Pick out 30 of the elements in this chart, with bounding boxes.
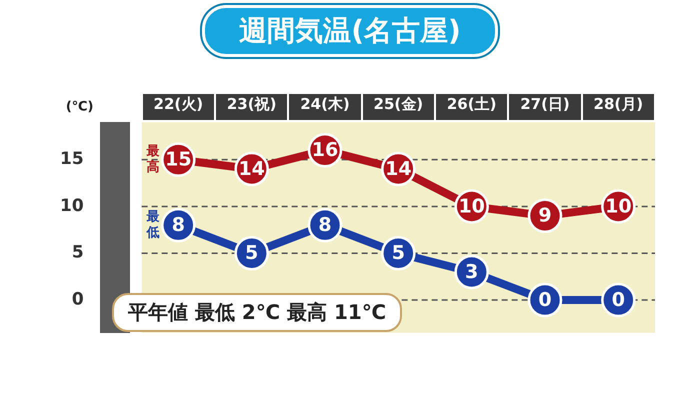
data-label: 5 [245, 242, 258, 264]
y-tick-label: 0 [72, 289, 84, 310]
data-label: 8 [172, 214, 185, 236]
data-label: 14 [238, 158, 265, 180]
y-axis-title: (℃) [66, 100, 94, 115]
data-label: 10 [458, 195, 485, 218]
y-tick-label: 5 [72, 242, 84, 263]
series-label: 最低 [146, 210, 160, 241]
series-label: 最高 [146, 144, 160, 176]
data-label: 15 [165, 148, 192, 171]
x-tick-label: 22(火) [154, 95, 204, 114]
x-tick-label: 23(祝) [226, 95, 276, 114]
data-label: 3 [465, 260, 478, 283]
data-label: 8 [318, 214, 332, 236]
data-label: 14 [385, 158, 412, 180]
x-tick-label: 28(月) [594, 95, 644, 114]
data-label: 16 [312, 139, 338, 162]
data-label: 0 [538, 288, 552, 311]
y-tick-label: 10 [60, 196, 84, 216]
y-tick-label: 15 [60, 149, 84, 170]
data-label: 0 [612, 288, 625, 311]
data-label: 10 [605, 195, 632, 218]
annotation: 平年値 最低 2℃ 最高 11℃ [112, 292, 402, 332]
data-label: 5 [392, 242, 405, 264]
x-tick-label: 25(金) [374, 95, 424, 114]
x-tick-label: 24(木) [300, 95, 350, 114]
x-tick-label: 26(土) [446, 95, 496, 114]
chart-title: 週間気温(名古屋) [202, 5, 498, 57]
x-tick-label: 27(日) [520, 95, 570, 114]
data-label: 9 [538, 204, 552, 227]
